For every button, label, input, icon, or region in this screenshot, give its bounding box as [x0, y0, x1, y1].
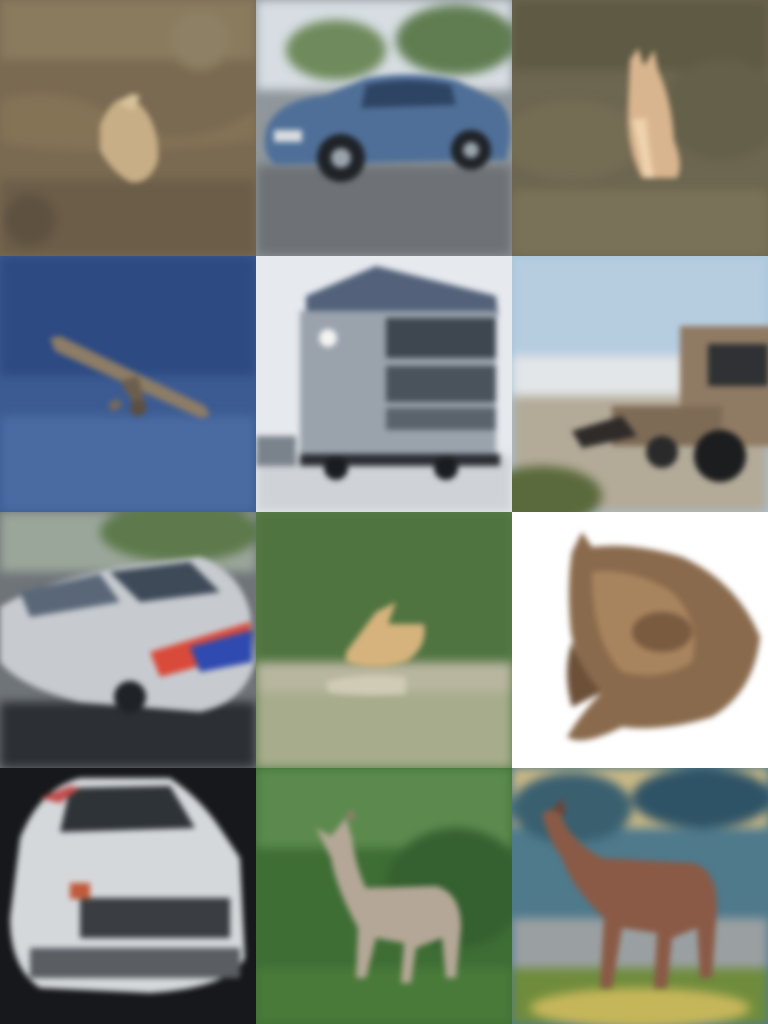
- animal-sitting-in-grass-image: [512, 0, 768, 256]
- tile-animal-sitting-in-grass: [512, 0, 768, 256]
- tile-deer-in-green-grass: [256, 768, 512, 1024]
- cat-on-white-image: [512, 512, 768, 768]
- tile-blue-car-on-road: [256, 0, 512, 256]
- horse-in-painting-image: [512, 768, 768, 1024]
- tile-truck-on-beach: [512, 256, 768, 512]
- blue-car-on-road-image: [256, 0, 512, 256]
- tile-horse-in-painting: [512, 768, 768, 1024]
- tile-white-car-front: [0, 768, 256, 1024]
- white-car-front-image: [0, 768, 256, 1024]
- tile-cat-on-white: [512, 512, 768, 768]
- tile-silver-police-car: [0, 512, 256, 768]
- bird-in-green-field-image: [256, 512, 512, 768]
- box-truck-image: [256, 256, 512, 512]
- tile-airplane-in-blue-sky: [0, 256, 256, 512]
- tile-bird-in-green-field: [256, 512, 512, 768]
- tile-bird-on-dry-grass: [0, 0, 256, 256]
- bird-on-dry-grass-image: [0, 0, 256, 256]
- silver-police-car-image: [0, 512, 256, 768]
- deer-in-green-grass-image: [256, 768, 512, 1024]
- tile-box-truck: [256, 256, 512, 512]
- airplane-in-blue-sky-image: [0, 256, 256, 512]
- truck-on-beach-image: [512, 256, 768, 512]
